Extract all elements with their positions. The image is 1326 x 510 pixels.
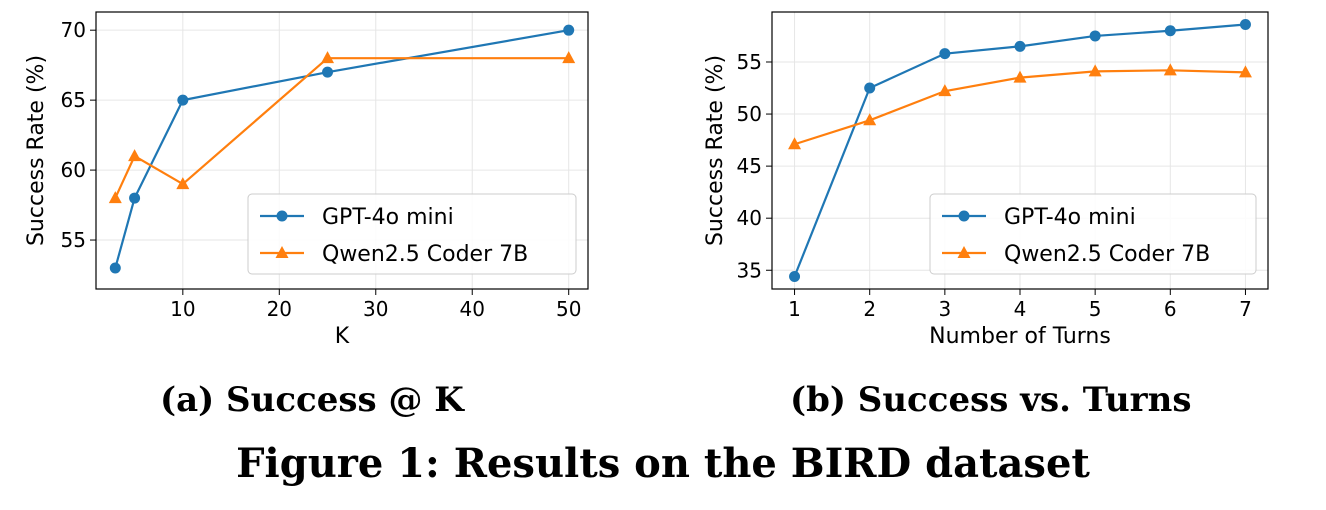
data-point bbox=[1239, 18, 1251, 30]
x-tick-label: 10 bbox=[170, 297, 195, 321]
data-point bbox=[177, 94, 189, 106]
data-point bbox=[1163, 63, 1177, 76]
data-point bbox=[1014, 40, 1026, 52]
data-point bbox=[176, 177, 190, 190]
data-point bbox=[128, 149, 142, 162]
legend-label: GPT-4o mini bbox=[322, 205, 454, 230]
chart-a: 10 20 30 40 50 55 60 65 70 K Success Rate (%) GPT-4… bbox=[24, 11, 589, 349]
data-point bbox=[109, 262, 121, 274]
y-tick-label: 40 bbox=[737, 206, 762, 230]
plot-frame bbox=[95, 11, 589, 290]
data-point bbox=[321, 51, 335, 64]
legend-label: Qwen2.5 Coder 7B bbox=[1004, 242, 1210, 267]
x-tick-label: 40 bbox=[460, 297, 485, 321]
data-point bbox=[864, 82, 876, 94]
data-point bbox=[1088, 64, 1102, 77]
y-tick-label: 55 bbox=[61, 228, 86, 252]
x-tick-label: 20 bbox=[267, 297, 292, 321]
x-tick-label: 7 bbox=[1239, 297, 1252, 321]
data-point bbox=[562, 51, 576, 64]
data-point bbox=[129, 192, 141, 204]
y-tick-label: 60 bbox=[61, 158, 86, 182]
data-point bbox=[1238, 65, 1252, 78]
data-point bbox=[863, 113, 877, 126]
x-tick-label: 5 bbox=[1089, 297, 1102, 321]
data-point bbox=[789, 271, 801, 283]
data-point bbox=[939, 48, 951, 60]
subcaption-b: (b) Success vs. Turns bbox=[790, 380, 1192, 420]
x-tick-label: 50 bbox=[556, 297, 581, 321]
x-axis-label: Number of Turns bbox=[929, 324, 1111, 349]
x-axis-label: K bbox=[335, 324, 350, 349]
y-tick-label: 55 bbox=[737, 50, 762, 74]
legend-marker bbox=[275, 246, 289, 258]
y-tick-label: 65 bbox=[61, 88, 86, 112]
legend-label: Qwen2.5 Coder 7B bbox=[322, 242, 528, 267]
data-point bbox=[938, 84, 952, 97]
y-tick-label: 35 bbox=[737, 258, 762, 282]
subcaption-a: (a) Success @ K bbox=[160, 380, 464, 420]
x-tick-label: 1 bbox=[788, 297, 801, 321]
legend-marker bbox=[957, 246, 971, 258]
x-tick-label: 3 bbox=[938, 297, 951, 321]
legend: GPT-4o mini Qwen2.5 Coder 7B bbox=[247, 193, 577, 275]
y-tick-label: 45 bbox=[737, 154, 762, 178]
x-tick-label: 30 bbox=[363, 297, 388, 321]
y-tick-label: 50 bbox=[737, 102, 762, 126]
data-point bbox=[1164, 25, 1176, 37]
legend-label: GPT-4o mini bbox=[1004, 205, 1136, 230]
legend-box bbox=[929, 193, 1257, 275]
legend-marker bbox=[276, 210, 288, 222]
y-axis-label: Success Rate (%) bbox=[24, 55, 49, 246]
data-point bbox=[322, 66, 334, 78]
plot-frame bbox=[771, 11, 1269, 290]
y-axis-label: Success Rate (%) bbox=[703, 55, 728, 246]
x-tick-label: 4 bbox=[1014, 297, 1027, 321]
legend-box bbox=[247, 193, 577, 275]
data-point bbox=[788, 137, 802, 150]
data-point bbox=[108, 191, 122, 204]
legend: GPT-4o mini Qwen2.5 Coder 7B bbox=[929, 193, 1257, 275]
figure-caption: Figure 1: Results on the BIRD dataset bbox=[236, 440, 1090, 487]
data-point bbox=[1089, 30, 1101, 42]
x-tick-label: 6 bbox=[1164, 297, 1177, 321]
data-point bbox=[563, 24, 575, 36]
x-tick-label: 2 bbox=[863, 297, 876, 321]
legend-marker bbox=[958, 210, 970, 222]
y-tick-label: 70 bbox=[61, 18, 86, 42]
data-point bbox=[1013, 70, 1027, 83]
